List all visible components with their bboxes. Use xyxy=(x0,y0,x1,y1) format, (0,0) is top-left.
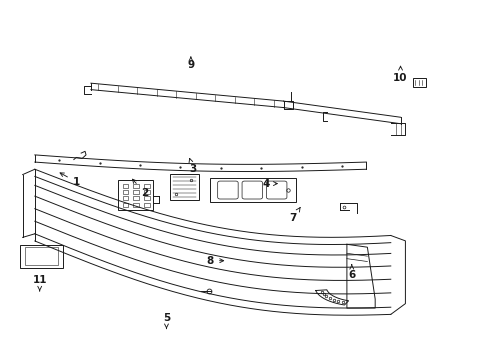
Text: 1: 1 xyxy=(60,173,80,187)
Text: 7: 7 xyxy=(289,207,300,222)
Text: 9: 9 xyxy=(187,57,194,70)
Text: 5: 5 xyxy=(163,313,170,329)
Text: 3: 3 xyxy=(189,158,197,174)
Text: 10: 10 xyxy=(392,66,407,83)
Text: 4: 4 xyxy=(262,179,277,189)
Text: 2: 2 xyxy=(132,179,148,198)
Text: 6: 6 xyxy=(347,265,355,280)
Text: 8: 8 xyxy=(206,256,223,266)
Text: 11: 11 xyxy=(32,275,47,291)
